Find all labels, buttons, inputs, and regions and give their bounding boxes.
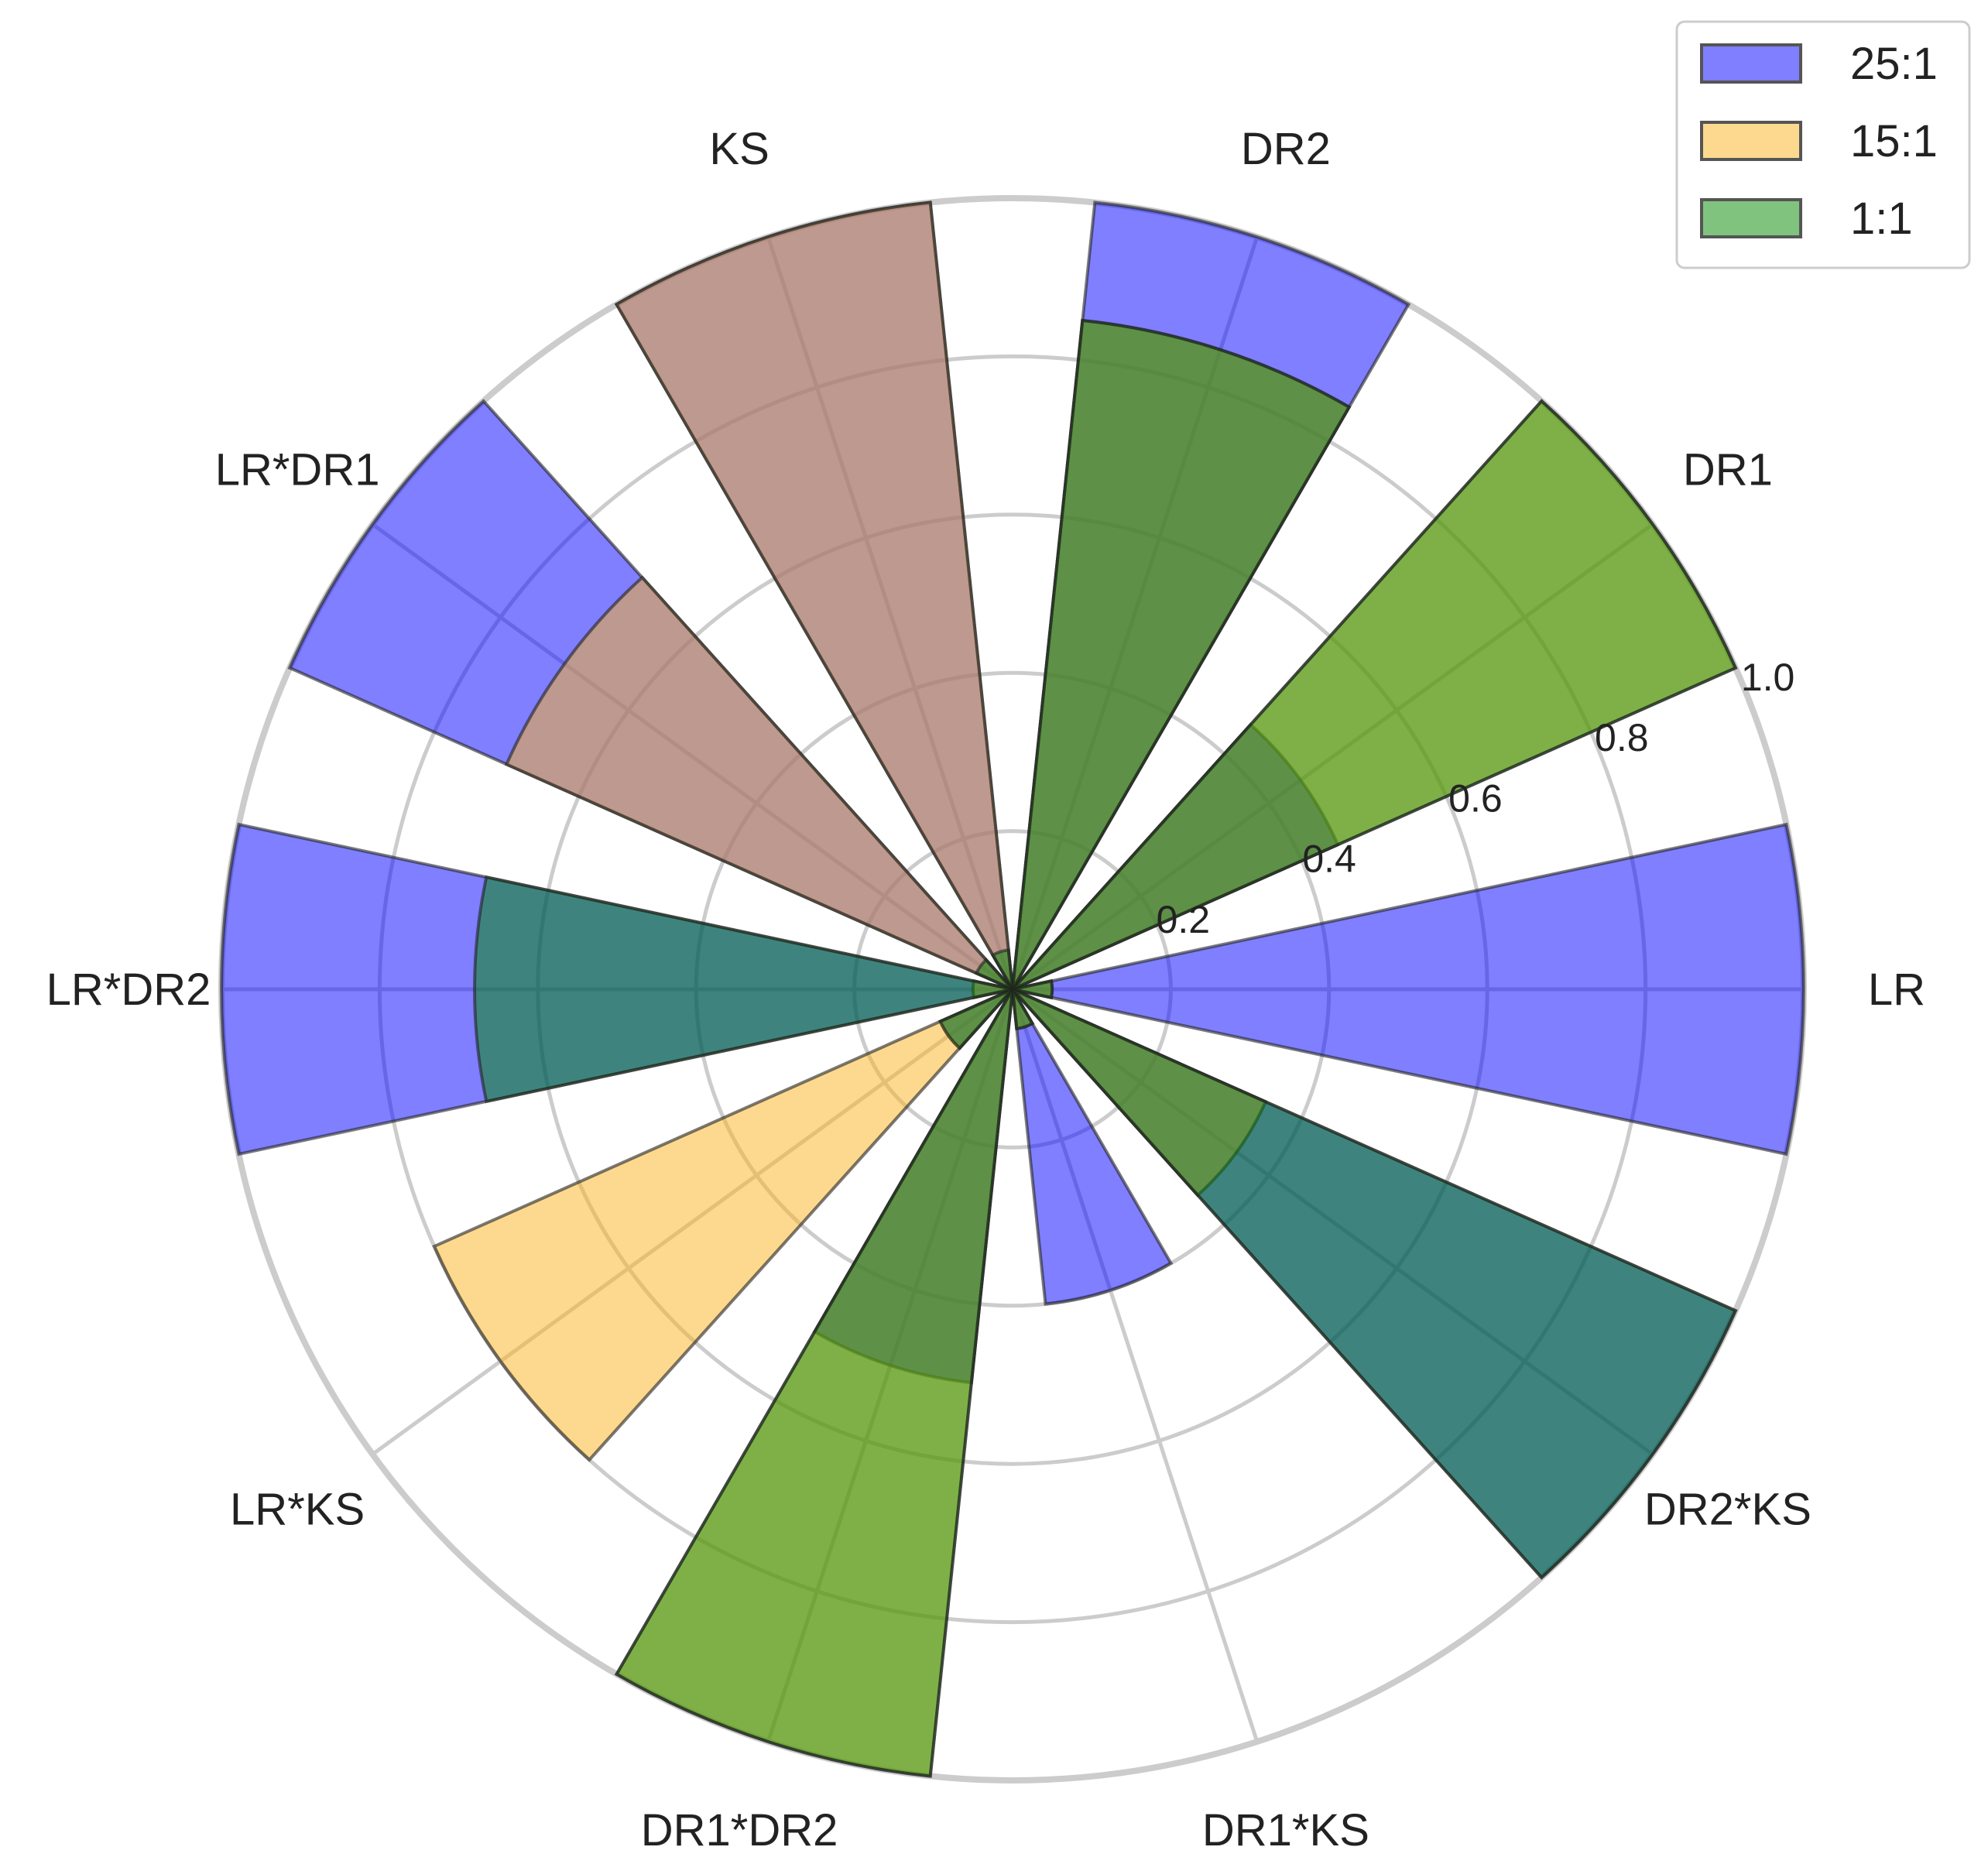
bar-lr-series-25-1: [1012, 822, 1805, 1156]
radial-tick-0-8: 0.8: [1595, 716, 1649, 759]
bar-dr1-series-1-1: [1011, 399, 1738, 991]
category-label-dr1-x-dr2: DR1*DR2: [641, 1805, 838, 1855]
bar-dr2-x-ks-series-1-1: [1011, 988, 1738, 1580]
radial-tick-labels: 0.2 0.4 0.6 0.8 1.0: [1157, 656, 1795, 941]
bar-dr1-x-ks-series-25-1: [1011, 988, 1174, 1306]
bar-dr2-series-1-1: [1011, 318, 1352, 991]
legend-swatch-1-1: [1700, 198, 1802, 238]
bar-dr1-x-dr2-series-1-1: [614, 988, 1014, 1778]
legend-swatch-25-1: [1700, 43, 1802, 84]
radial-tick-0-2: 0.2: [1157, 898, 1211, 941]
legend-label-25-1: 25:1: [1850, 39, 1938, 89]
legend-label-1-1: 1:1: [1850, 194, 1913, 244]
bar-lr-x-ks-series-15-1: [432, 988, 1014, 1462]
category-label-dr1-x-ks: DR1*KS: [1202, 1805, 1369, 1855]
bar-lr-series-1-1: [1012, 978, 1054, 1000]
category-labels: LR DR1 DR2 KS LR*DR1 LR*DR2 LR*KS DR1*DR2 DR1*KS…: [46, 124, 1925, 1855]
radial-tick-0-4: 0.4: [1302, 838, 1356, 881]
category-label-ks: KS: [709, 124, 769, 174]
category-label-lr: LR: [1868, 965, 1925, 1015]
radial-tick-1-0: 1.0: [1741, 656, 1795, 699]
category-label-lr-x-ks: LR*KS: [230, 1484, 365, 1534]
bar-lr-x-dr1-series-15-1: [504, 575, 1014, 991]
bar-lr-x-ks-series-1-1: [937, 988, 1014, 1050]
bar-lr-x-dr1-series-1-1: [974, 958, 1014, 991]
bar-lr-x-dr2-series-1-1: [473, 875, 1013, 1104]
bar-ks-series-1-1: [990, 948, 1014, 991]
bars: [220, 200, 1805, 1778]
category-label-lr-x-dr2: LR*DR2: [46, 965, 211, 1015]
radial-tick-0-6: 0.6: [1448, 776, 1503, 820]
legend-swatch-15-1: [1700, 121, 1802, 161]
bar-dr1-x-ks-series-1-1: [1011, 988, 1035, 1030]
category-label-dr1: DR1: [1683, 445, 1773, 495]
category-label-dr2: DR2: [1241, 124, 1331, 174]
category-label-dr2-x-ks: DR2*KS: [1644, 1484, 1811, 1534]
bar-ks-series-15-1: [614, 200, 1014, 991]
legend-label-15-1: 15:1: [1850, 116, 1938, 166]
category-label-lr-x-dr1: LR*DR1: [215, 445, 380, 495]
legend: 25:1 15:1 1:1: [1675, 20, 1971, 269]
